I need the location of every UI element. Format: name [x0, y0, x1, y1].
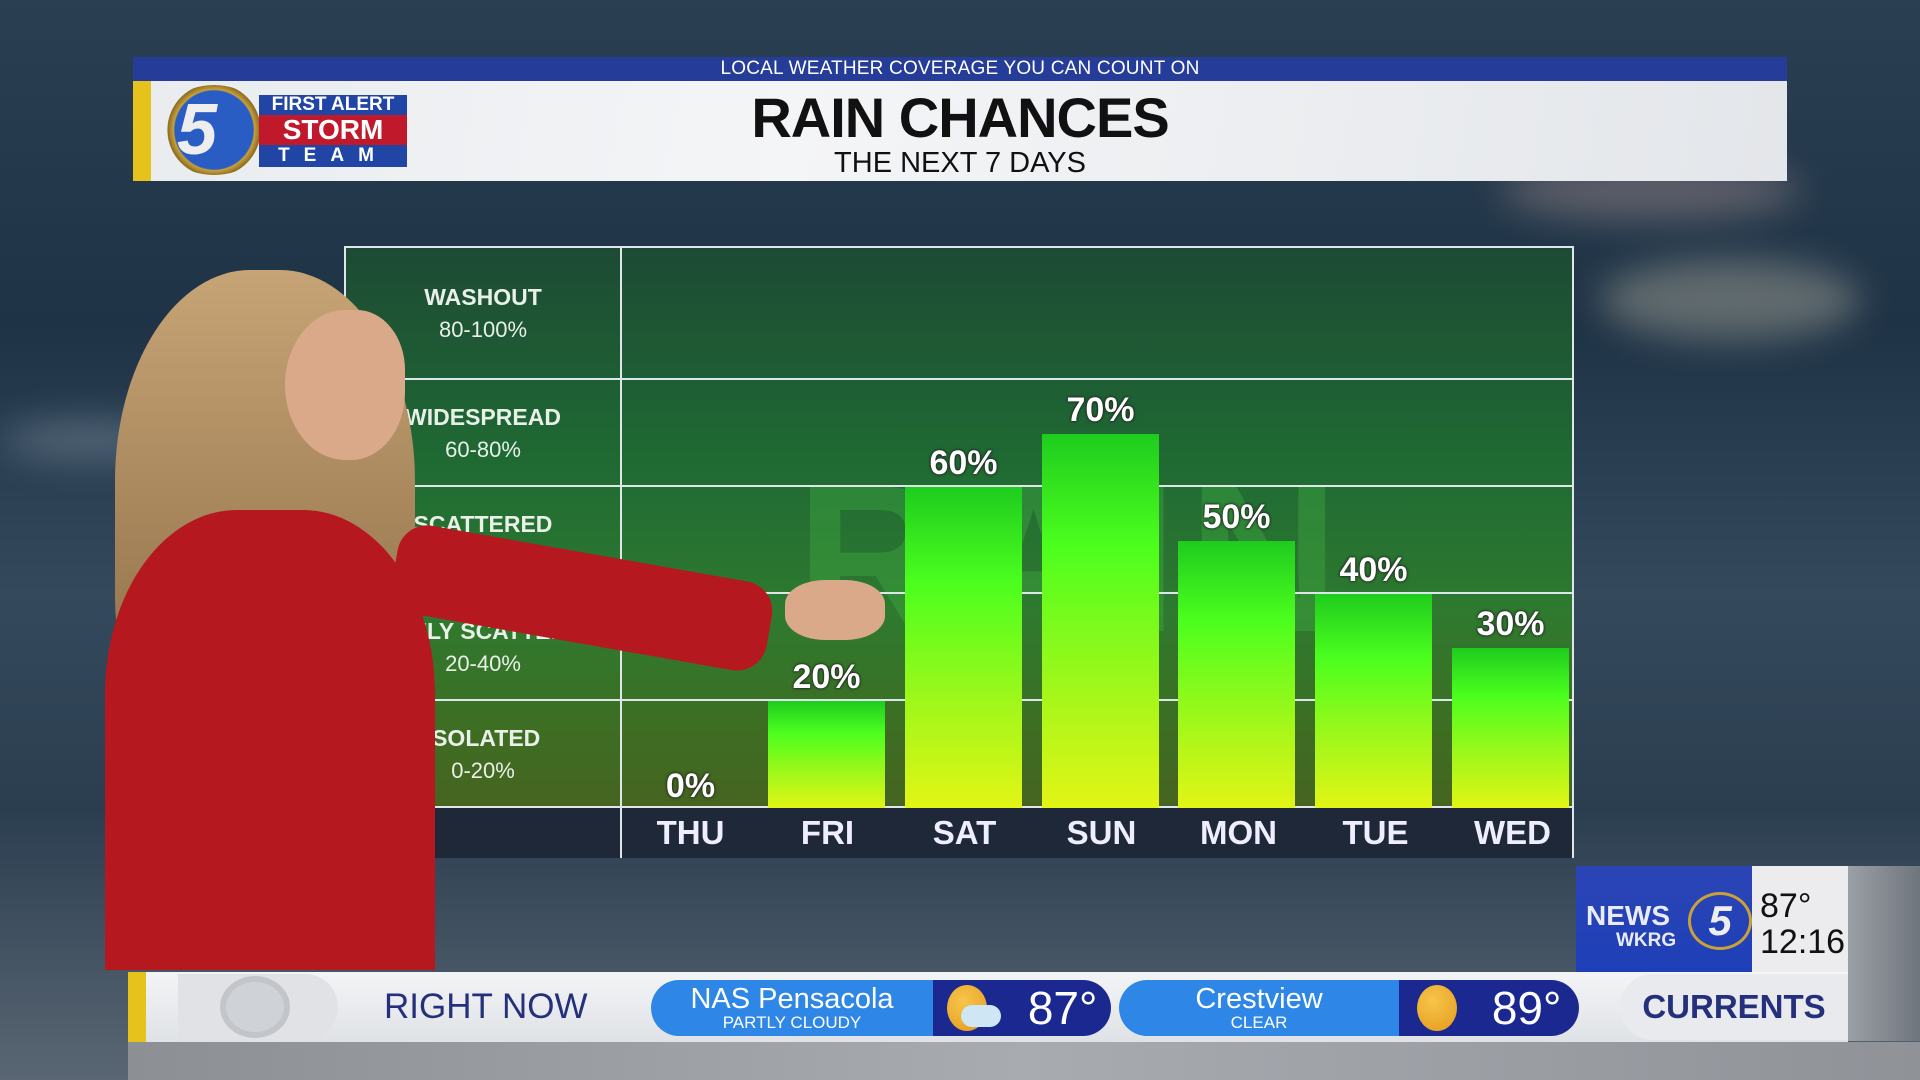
- bar-value-thu: 0%: [665, 767, 716, 805]
- background-light: [1600, 260, 1860, 340]
- band-label-column: [346, 248, 622, 808]
- bar-tue: [1315, 594, 1432, 808]
- bar-fri: [768, 701, 885, 808]
- news5-logo: NEWS WKRG 5: [1576, 866, 1752, 974]
- logo-line-team: TEAM: [278, 145, 388, 166]
- partly-cloudy-icon: [946, 985, 1001, 1031]
- ticker-location-crestview: Crestview CLEAR 89°: [1119, 980, 1579, 1036]
- bar-mon: [1178, 541, 1295, 808]
- x-tick-wed: WED: [1474, 814, 1551, 851]
- presenter-dress: [105, 510, 435, 970]
- location-temp: 89°: [1399, 980, 1579, 1036]
- sun-icon: [1416, 985, 1457, 1031]
- location-name: NAS Pensacola PARTLY CLOUDY: [651, 980, 933, 1036]
- bug-time: 12:16: [1760, 923, 1846, 961]
- bar-value-sat: 60%: [929, 444, 998, 482]
- x-tick-tue: TUE: [1342, 814, 1409, 851]
- header-tagline: LOCAL WEATHER COVERAGE YOU CAN COUNT ON: [133, 57, 1787, 81]
- bug-callsign: WKRG: [1616, 930, 1677, 951]
- bar-value-sun: 70%: [1066, 391, 1135, 429]
- bar-wed: [1452, 648, 1569, 808]
- band-label: WASHOUT 80-100%: [424, 284, 542, 342]
- weather-ticker: RIGHT NOW NAS Pensacola PARTLY CLOUDY 87…: [128, 972, 1848, 1042]
- header-accent: [133, 81, 151, 181]
- bar-value-mon: 50%: [1202, 498, 1271, 536]
- graphic-header: LOCAL WEATHER COVERAGE YOU CAN COUNT ON …: [133, 57, 1787, 181]
- band-label: WIDESPREAD 60-80%: [405, 404, 561, 462]
- station-bug: NEWS WKRG 5 87° 12:16: [1576, 866, 1848, 974]
- presenter-hand: [785, 580, 885, 640]
- bar-value-fri: 20%: [792, 658, 861, 696]
- x-tick-thu: THU: [656, 814, 725, 851]
- lower-background-strip: [128, 1042, 1920, 1080]
- logo-box: FIRST ALERT STORM TEAM: [259, 95, 407, 167]
- band-washout: WASHOUT 80-100%: [346, 248, 1572, 380]
- ticker-next-section: CURRENTS: [1620, 974, 1848, 1040]
- first-alert-storm-team-logo: 5 FIRST ALERT STORM TEAM: [159, 85, 419, 175]
- band-widespread: WIDESPREAD 60-80%: [346, 380, 1572, 487]
- x-tick-mon: MON: [1200, 814, 1277, 851]
- bar-sun: [1042, 434, 1159, 808]
- ticker-location-nas-pensacola: NAS Pensacola PARTLY CLOUDY 87°: [651, 980, 1111, 1036]
- bar-value-tue: 40%: [1339, 551, 1408, 589]
- presenter-face: [285, 310, 405, 460]
- header-body: 5 FIRST ALERT STORM TEAM RAIN CHANCES TH…: [133, 81, 1787, 181]
- logo-ring-icon: [159, 85, 269, 175]
- meteorologist: [95, 270, 885, 970]
- cbs-eye-icon: [220, 976, 290, 1038]
- bar-sat: [905, 487, 1022, 808]
- band-label: ISOLATED 0-20%: [425, 725, 541, 783]
- logo-number: 5: [177, 90, 218, 170]
- logo-line-first-alert: FIRST ALERT: [271, 94, 395, 115]
- x-axis: THU FRI SAT SUN MON TUE WED: [622, 808, 1572, 858]
- page-subtitle: THE NEXT 7 DAYS: [834, 147, 1086, 179]
- cbs-eye-logo: [178, 974, 338, 1040]
- location-name: Crestview CLEAR: [1119, 980, 1399, 1036]
- page-title: RAIN CHANCES: [751, 86, 1169, 149]
- logo-line-storm: STORM: [259, 115, 407, 145]
- bug-side-panel: [1848, 866, 1920, 1041]
- plot-area: 0% 20% 60% 70% 50% 40% 30%: [622, 248, 1572, 808]
- bug-brand: NEWS: [1586, 900, 1670, 931]
- bug-temperature: 87°: [1760, 887, 1812, 925]
- ticker-section-label: RIGHT NOW: [384, 987, 588, 1026]
- x-tick-fri: FRI: [800, 814, 855, 851]
- bug-number-icon: 5: [1688, 892, 1752, 950]
- x-tick-sat: SAT: [932, 814, 997, 851]
- location-temp: 87°: [933, 980, 1111, 1036]
- x-tick-sun: SUN: [1066, 814, 1137, 851]
- bar-value-wed: 30%: [1476, 605, 1545, 643]
- ticker-accent: [128, 972, 146, 1042]
